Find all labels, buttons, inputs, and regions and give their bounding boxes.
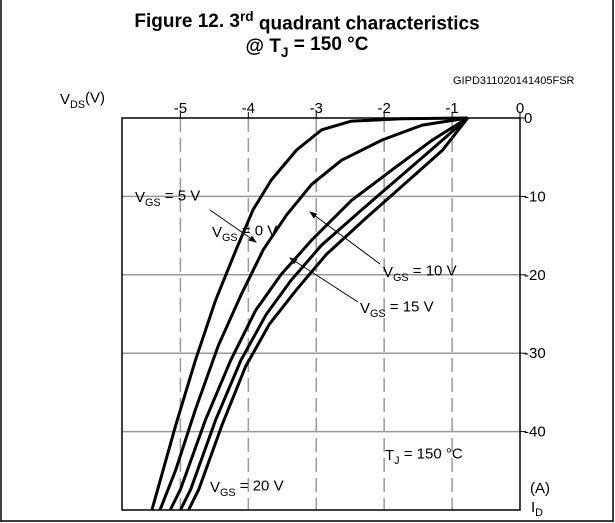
chart-subtitle-part: J bbox=[281, 45, 289, 60]
curve-label-part: V bbox=[212, 224, 222, 241]
curve-label-part: = 15 V bbox=[386, 299, 434, 316]
chart-title-part: Figure 12. 3 bbox=[134, 11, 240, 32]
curve-label-part: = 10 V bbox=[409, 263, 457, 280]
figure-code: GIPD311020141405FSR bbox=[453, 75, 575, 87]
annotation-part: = 150 °C bbox=[400, 446, 463, 463]
curve-label-part: = 5 V bbox=[161, 188, 201, 205]
curve-label-part: V bbox=[360, 300, 370, 317]
curve bbox=[187, 117, 469, 511]
curve-label-part: GS bbox=[222, 232, 238, 244]
chart-subtitle-part: = 150 °C bbox=[289, 34, 369, 55]
y-tick-label: -40 bbox=[524, 424, 546, 441]
y-tick-label: 0 bbox=[524, 110, 532, 127]
x-tick-label: -4 bbox=[242, 100, 255, 117]
x-tick-label: -1 bbox=[445, 100, 458, 117]
x-axis-label-part: V bbox=[60, 91, 70, 108]
chart-title-part: quadrant characteristics bbox=[254, 13, 480, 34]
y-axis-label: ID bbox=[531, 499, 543, 519]
curve-label-part: GS bbox=[145, 197, 161, 209]
curve-label: VGS = 10 V bbox=[383, 263, 457, 284]
curve-label: VGS = 15 V bbox=[360, 299, 434, 320]
curve-label: VGS = 0 V bbox=[212, 223, 277, 244]
y-axis-label-part: D bbox=[535, 507, 543, 519]
x-axis-label-part: DS bbox=[70, 99, 85, 111]
annotation-part: T bbox=[385, 447, 394, 464]
x-tick-label: -2 bbox=[377, 100, 390, 117]
y-axis-label-part: I bbox=[531, 499, 535, 516]
curve-label-part: = 0 V bbox=[238, 223, 278, 240]
y-tick-label: -10 bbox=[524, 188, 546, 205]
label-arrow bbox=[289, 257, 359, 303]
curve-label-part: V bbox=[210, 479, 220, 496]
chart-subtitle: @ TJ = 150 °C bbox=[246, 34, 369, 60]
y-axis-unit: (A) bbox=[530, 480, 550, 497]
x-tick-label: 0 bbox=[516, 100, 524, 117]
curve bbox=[158, 116, 468, 511]
curve bbox=[179, 116, 469, 511]
y-tick-label: -20 bbox=[524, 267, 546, 284]
annotation: TJ = 150 °C bbox=[385, 446, 463, 467]
curve-label-part: GS bbox=[393, 272, 409, 284]
curve-label-part: V bbox=[383, 264, 393, 281]
x-axis-label-part: (V) bbox=[85, 90, 105, 107]
annotation-part: J bbox=[394, 455, 399, 467]
plot-area bbox=[121, 117, 521, 511]
curve-label-part: GS bbox=[220, 487, 236, 499]
curve-label: VGS = 5 V bbox=[135, 188, 200, 209]
x-tick-label: -5 bbox=[174, 100, 187, 117]
chart-title-part: rd bbox=[240, 9, 254, 24]
curve bbox=[168, 116, 469, 511]
curve-label-part: V bbox=[135, 189, 145, 206]
curve-label-part: GS bbox=[370, 308, 386, 320]
chart-subtitle-part: @ T bbox=[246, 36, 282, 57]
curve bbox=[150, 116, 468, 511]
x-tick-label: -3 bbox=[310, 100, 323, 117]
curve-label-part: = 20 V bbox=[236, 478, 284, 495]
y-tick-label: -30 bbox=[524, 345, 546, 362]
x-axis-label: VDS(V) bbox=[60, 90, 105, 111]
label-arrow bbox=[209, 209, 257, 243]
curve-label: VGS = 20 V bbox=[210, 478, 284, 499]
chart-title: Figure 12. 3rd quadrant characteristics bbox=[134, 9, 479, 35]
